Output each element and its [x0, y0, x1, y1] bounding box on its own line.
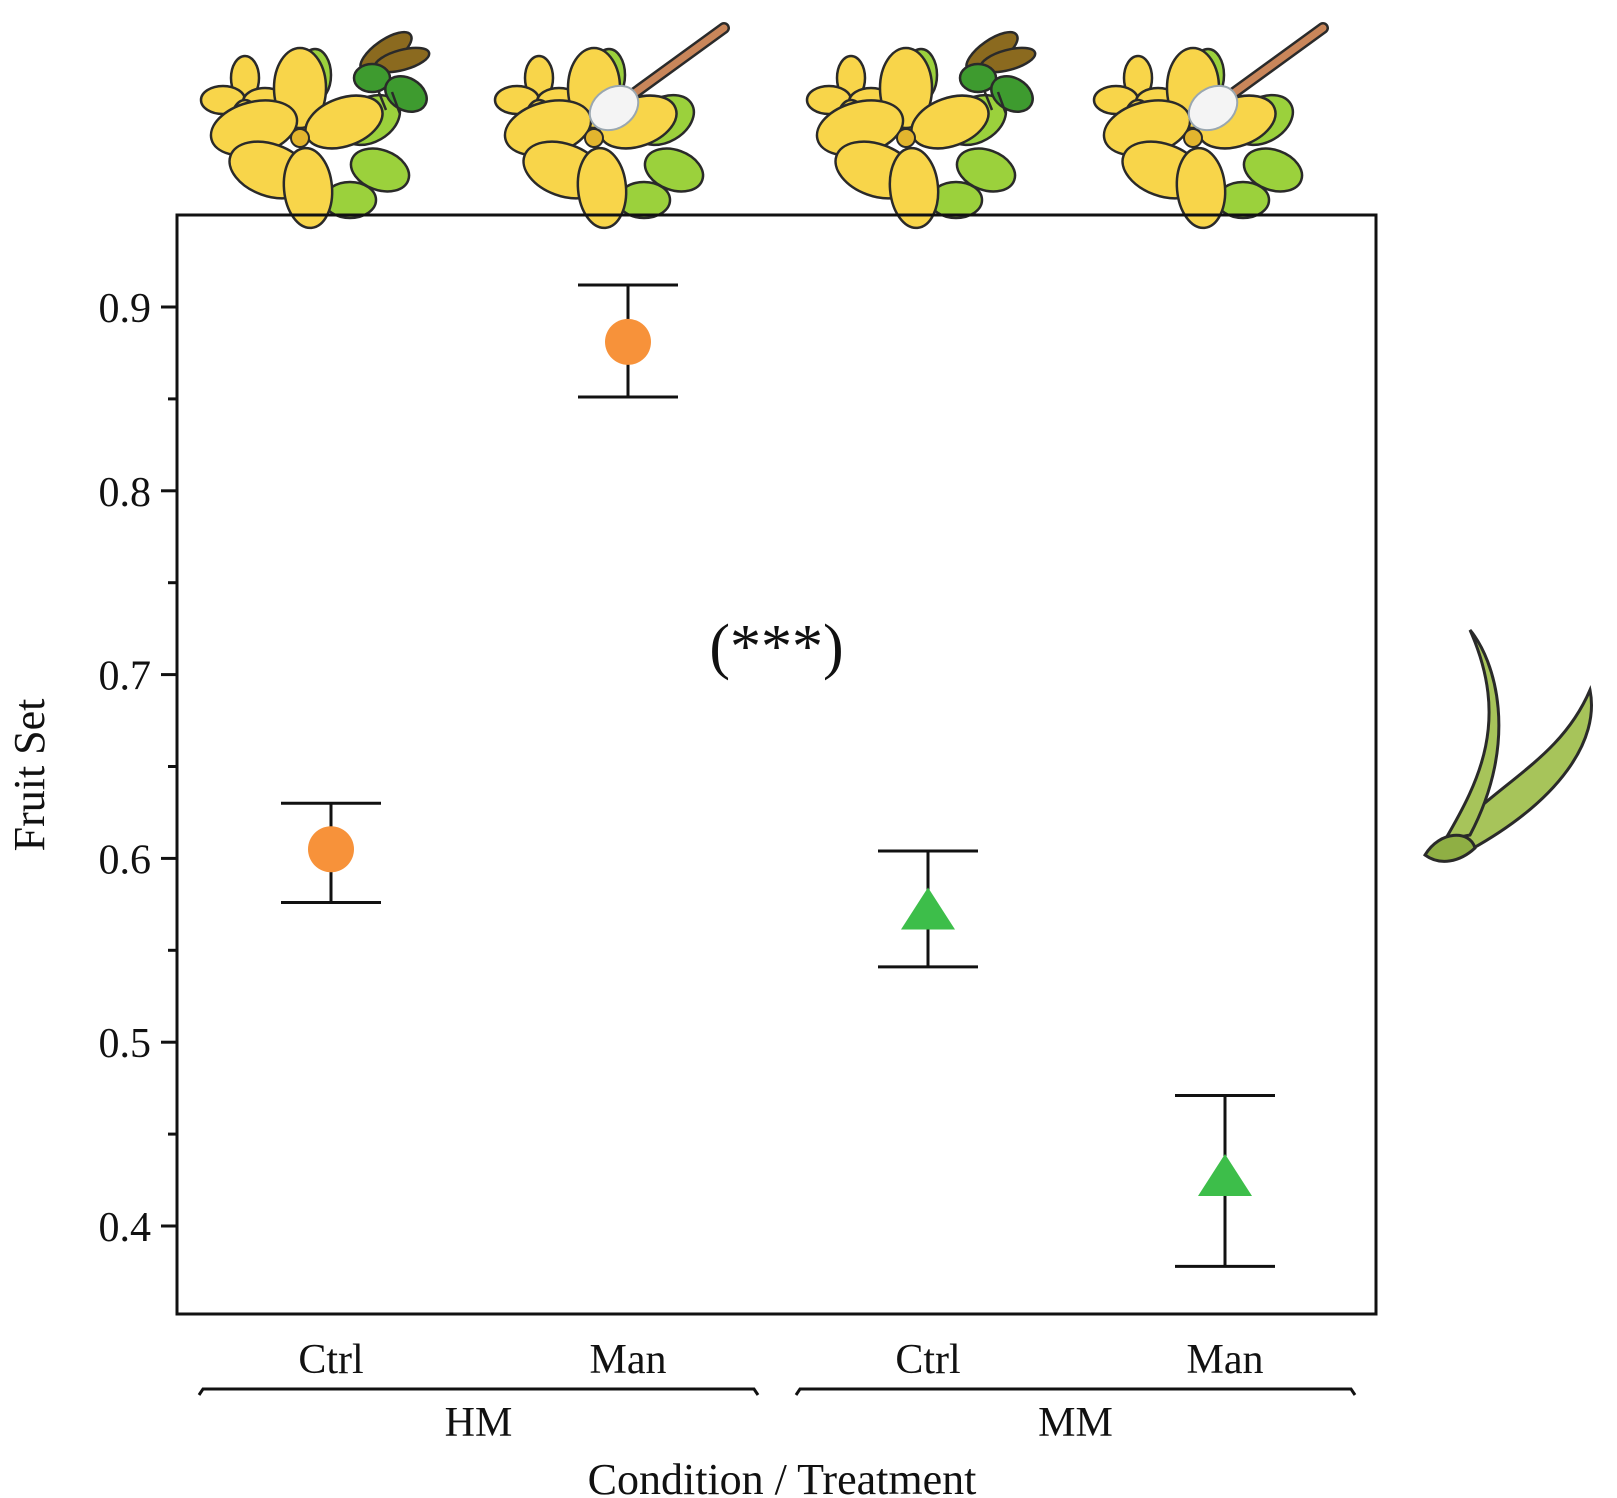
x-category-label: Man — [590, 1337, 667, 1383]
y-axis — [161, 305, 177, 1228]
y-axis-tick-labels: 0.4 0.5 0.6 0.7 0.8 0.9 — [99, 286, 152, 1251]
x-category-label: Man — [1187, 1337, 1264, 1383]
group-bracket — [794, 1387, 1357, 1396]
y-axis-label: Fruit Set — [5, 699, 54, 852]
y-tick-label: 0.4 — [99, 1205, 152, 1251]
group-bracket — [197, 1387, 760, 1396]
x-category-label: Ctrl — [895, 1337, 960, 1383]
illustration-row — [199, 23, 1323, 232]
significance-annotation: (***) — [709, 613, 843, 681]
hand-pollination-icon — [493, 28, 724, 232]
seed-pods-icon — [1423, 629, 1593, 863]
error-bars — [281, 283, 1275, 1268]
x-axis-groups: HM MM — [197, 1387, 1357, 1446]
data-point-triangle — [1198, 1154, 1252, 1197]
y-tick-label: 0.8 — [99, 470, 152, 516]
y-tick-label: 0.5 — [99, 1021, 152, 1067]
x-category-label: Ctrl — [298, 1337, 363, 1383]
data-point-circle — [308, 826, 354, 873]
y-tick-label: 0.6 — [99, 837, 152, 883]
data-markers — [308, 318, 1252, 1197]
data-point-triangle — [901, 887, 955, 930]
plot-frame — [175, 213, 1378, 1316]
x-axis-category-labels: Ctrl Man Ctrl Man — [298, 1337, 1263, 1383]
hand-pollination-icon — [1092, 28, 1323, 232]
open-pollination-icon — [199, 23, 435, 232]
y-tick-label: 0.7 — [99, 654, 152, 700]
open-pollination-icon — [805, 23, 1041, 232]
group-label: HM — [445, 1400, 513, 1446]
x-axis-label: Condition / Treatment — [588, 1455, 977, 1498]
data-point-circle — [605, 318, 651, 365]
y-tick-label: 0.9 — [99, 286, 152, 332]
group-label: MM — [1038, 1400, 1113, 1446]
y-axis-minor-ticks — [168, 397, 177, 1136]
